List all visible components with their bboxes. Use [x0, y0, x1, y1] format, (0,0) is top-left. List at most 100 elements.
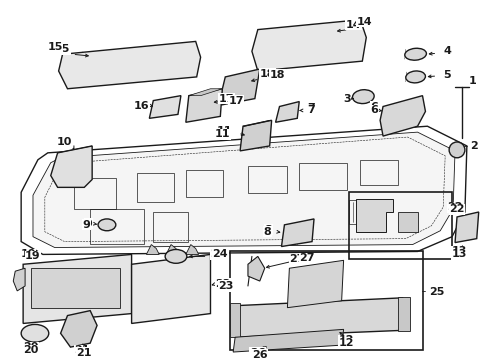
Text: 12: 12 — [339, 338, 354, 348]
Text: 14: 14 — [356, 17, 372, 27]
Polygon shape — [240, 120, 271, 151]
Text: 26: 26 — [250, 348, 266, 358]
Polygon shape — [23, 255, 132, 323]
Polygon shape — [356, 199, 393, 232]
Polygon shape — [288, 260, 343, 308]
Polygon shape — [189, 89, 222, 96]
Polygon shape — [58, 146, 92, 153]
Text: 18: 18 — [260, 69, 275, 79]
Polygon shape — [149, 96, 181, 118]
Polygon shape — [243, 120, 271, 126]
Text: 16: 16 — [134, 100, 149, 111]
Polygon shape — [281, 219, 314, 247]
Bar — [137, 172, 174, 202]
Ellipse shape — [165, 249, 187, 263]
Polygon shape — [147, 244, 159, 255]
Bar — [153, 212, 188, 242]
Text: 19: 19 — [25, 251, 41, 261]
Text: 27: 27 — [290, 255, 305, 264]
Polygon shape — [51, 146, 92, 187]
Text: 15: 15 — [55, 44, 70, 54]
Polygon shape — [235, 298, 403, 337]
Polygon shape — [252, 20, 367, 71]
Bar — [398, 212, 417, 232]
Text: 6: 6 — [370, 105, 378, 116]
Bar — [74, 177, 116, 209]
Text: 13: 13 — [451, 249, 466, 260]
Ellipse shape — [406, 71, 425, 83]
Polygon shape — [59, 41, 200, 89]
Bar — [186, 170, 223, 197]
Text: 23: 23 — [216, 279, 231, 289]
Text: 10: 10 — [57, 137, 72, 147]
Polygon shape — [455, 212, 479, 243]
Text: 4: 4 — [443, 46, 451, 56]
Text: 19: 19 — [20, 249, 36, 260]
Text: 15: 15 — [47, 42, 63, 52]
Polygon shape — [230, 303, 240, 337]
Text: 1: 1 — [469, 76, 477, 86]
Text: 18: 18 — [270, 70, 285, 80]
Text: 3: 3 — [343, 94, 350, 104]
Polygon shape — [233, 329, 343, 352]
Text: 24: 24 — [213, 249, 228, 260]
Ellipse shape — [98, 219, 116, 231]
Text: 8: 8 — [264, 227, 271, 237]
Bar — [299, 163, 346, 190]
Polygon shape — [61, 311, 97, 347]
Text: 25: 25 — [429, 287, 445, 297]
Text: 12: 12 — [339, 335, 354, 345]
Text: 5: 5 — [443, 70, 451, 80]
Ellipse shape — [352, 90, 374, 104]
Text: 14: 14 — [345, 20, 361, 30]
Text: 8: 8 — [265, 225, 272, 235]
Polygon shape — [186, 89, 222, 122]
Text: 7: 7 — [307, 105, 315, 116]
Text: 9: 9 — [84, 219, 92, 229]
Text: 23: 23 — [219, 281, 234, 291]
Ellipse shape — [21, 324, 49, 342]
Ellipse shape — [405, 48, 426, 60]
Text: 16: 16 — [134, 100, 149, 111]
Text: 6: 6 — [370, 102, 378, 112]
Text: 2: 2 — [469, 141, 477, 151]
Text: 25: 25 — [429, 286, 445, 296]
Text: 9: 9 — [82, 220, 90, 230]
Polygon shape — [166, 244, 179, 255]
Polygon shape — [186, 244, 198, 255]
Text: 3: 3 — [343, 94, 350, 104]
Text: 1: 1 — [469, 76, 477, 86]
Bar — [360, 160, 398, 185]
Text: 20: 20 — [24, 345, 39, 355]
Text: 11: 11 — [217, 126, 232, 136]
Text: 5: 5 — [442, 70, 450, 80]
Polygon shape — [398, 297, 410, 331]
Text: 24: 24 — [211, 249, 226, 260]
Text: 11: 11 — [215, 129, 230, 139]
Text: 22: 22 — [449, 204, 465, 214]
Text: 26: 26 — [252, 350, 268, 360]
Bar — [348, 192, 452, 259]
Text: 21: 21 — [76, 348, 92, 358]
Text: 4: 4 — [442, 46, 450, 56]
Text: 2: 2 — [470, 141, 478, 151]
Circle shape — [449, 142, 465, 158]
Polygon shape — [219, 69, 260, 105]
Text: 20: 20 — [24, 342, 39, 352]
Text: 10: 10 — [57, 137, 72, 147]
Text: 22: 22 — [447, 202, 463, 212]
Text: 7: 7 — [307, 103, 315, 113]
Polygon shape — [248, 256, 265, 281]
Bar — [348, 200, 383, 224]
Bar — [31, 268, 120, 308]
Bar — [90, 209, 145, 244]
Polygon shape — [275, 102, 299, 122]
Bar — [248, 166, 288, 193]
Polygon shape — [380, 96, 425, 136]
Text: 21: 21 — [74, 345, 90, 355]
Polygon shape — [33, 132, 455, 248]
Polygon shape — [132, 255, 211, 323]
Text: 17: 17 — [219, 94, 234, 104]
Text: 17: 17 — [228, 96, 244, 105]
Bar — [230, 251, 422, 350]
